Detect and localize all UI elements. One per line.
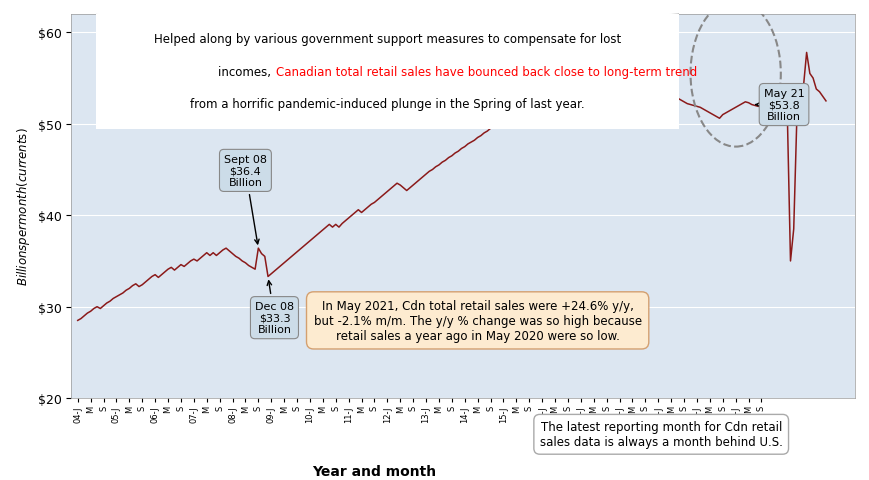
Text: In May 2021, Cdn total retail sales were +24.6% y/y,
but -2.1% m/m. The y/y % ch: In May 2021, Cdn total retail sales were… [313, 299, 641, 342]
Text: incomes,: incomes, [218, 65, 275, 79]
Text: May 21
$53.8
Billion: May 21 $53.8 Billion [755, 89, 804, 122]
Text: Sept 08
$36.4
Billion: Sept 08 $36.4 Billion [223, 155, 267, 244]
FancyBboxPatch shape [84, 13, 684, 132]
Text: The latest reporting month for Cdn retail
sales data is always a month behind U.: The latest reporting month for Cdn retai… [539, 420, 782, 448]
Text: Canadian total retail sales have bounced back close to long-term trend: Canadian total retail sales have bounced… [276, 65, 697, 79]
Text: from a horrific pandemic-induced plunge in the Spring of last year.: from a horrific pandemic-induced plunge … [189, 98, 584, 111]
Y-axis label: $ Billions per month (current $s): $ Billions per month (current $s) [15, 128, 32, 286]
Text: Helped along by various government support measures to compensate for lost: Helped along by various government suppo… [153, 33, 620, 46]
Text: Dec 08
$33.3
Billion: Dec 08 $33.3 Billion [255, 281, 294, 335]
Text: Year and month: Year and month [312, 464, 435, 478]
